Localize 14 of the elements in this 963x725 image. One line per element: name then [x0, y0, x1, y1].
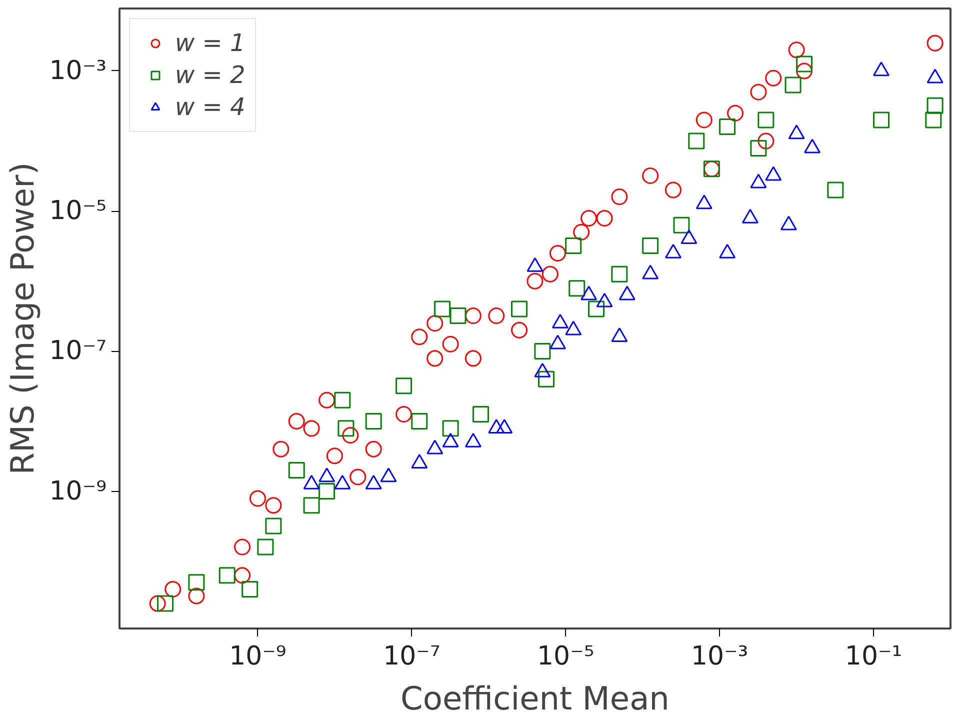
y-tick-label: 10⁻⁹: [49, 476, 107, 506]
y-axis-title: RMS (Image Power): [3, 162, 42, 475]
x-axis-title: Coefficient Mean: [400, 680, 670, 718]
y-tick-label: 10⁻³: [49, 56, 107, 86]
x-tick-label: 10⁻⁵: [537, 642, 594, 672]
legend-label: w = 1: [175, 29, 246, 57]
x-tick-label: 10⁻⁹: [229, 642, 286, 672]
x-tick-label: 10⁻³: [690, 642, 748, 672]
x-tick-label: 10⁻¹: [844, 642, 902, 672]
legend-label: w = 2: [175, 61, 246, 89]
legend-label: w = 4: [175, 93, 246, 121]
x-tick-label: 10⁻⁷: [383, 642, 440, 672]
y-tick-label: 10⁻⁷: [49, 336, 107, 366]
y-tick-label: 10⁻⁵: [49, 196, 107, 226]
